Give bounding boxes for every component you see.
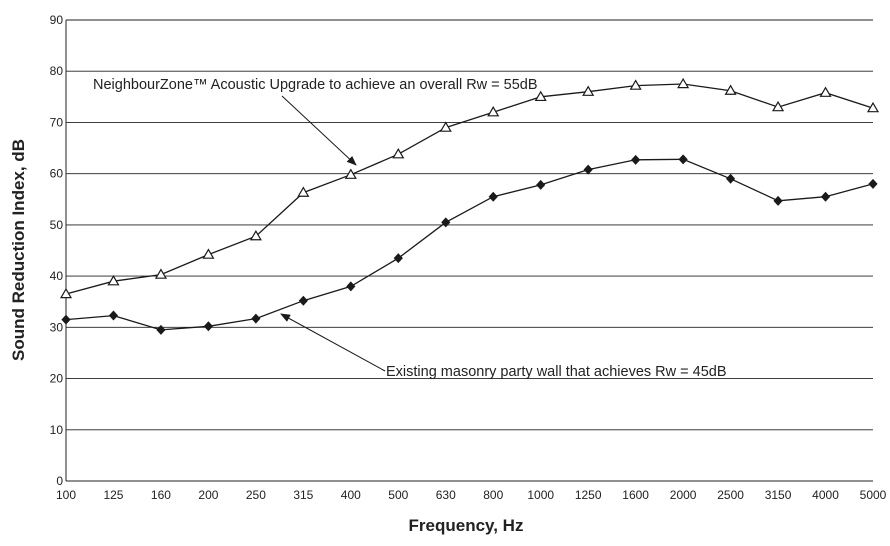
x-tick-label-1600: 1600 bbox=[622, 488, 649, 502]
x-tick-label-125: 125 bbox=[103, 488, 123, 502]
x-tick-label-160: 160 bbox=[151, 488, 171, 502]
point-diamond-160 bbox=[156, 324, 166, 335]
x-tick-label-400: 400 bbox=[341, 488, 361, 502]
point-triangle-1250 bbox=[582, 85, 595, 96]
annotation-existing-arrow bbox=[280, 313, 386, 372]
point-triangle-1000 bbox=[534, 90, 547, 102]
y-tick-label-50: 50 bbox=[50, 218, 64, 232]
x-tick-label-630: 630 bbox=[436, 488, 456, 502]
axis-layer: 0 10 20 30 40 50 60 70 80 90 100 125 160 200 250 315 400… bbox=[50, 13, 887, 502]
point-triangle-2500 bbox=[724, 84, 737, 95]
x-tick-label-4000: 4000 bbox=[812, 488, 839, 502]
x-tick-label-5000: 5000 bbox=[860, 488, 887, 502]
point-triangle-3150 bbox=[772, 100, 785, 112]
point-diamond-100 bbox=[61, 314, 71, 325]
annotation-layer: NeighbourZone™ Acoustic Upgrade to achie… bbox=[93, 77, 727, 380]
point-diamond-400 bbox=[346, 281, 356, 292]
point-triangle-4000 bbox=[819, 86, 832, 97]
point-triangle-2000 bbox=[677, 77, 690, 89]
annotation-existing-label: Existing masonry party wall that achieve… bbox=[386, 364, 727, 380]
x-tick-label-1250: 1250 bbox=[575, 488, 602, 502]
point-triangle-800 bbox=[487, 106, 500, 117]
point-diamond-4000 bbox=[820, 191, 831, 202]
point-diamond-125 bbox=[108, 310, 119, 321]
point-diamond-1000 bbox=[536, 179, 546, 190]
x-tick-label-250: 250 bbox=[246, 488, 266, 502]
point-diamond-315 bbox=[298, 295, 308, 306]
point-triangle-160 bbox=[154, 268, 167, 279]
point-diamond-5000 bbox=[868, 178, 878, 189]
point-triangle-200 bbox=[202, 248, 215, 259]
point-diamond-800 bbox=[488, 191, 498, 202]
point-triangle-125 bbox=[107, 275, 120, 286]
x-tick-label-3150: 3150 bbox=[765, 488, 792, 502]
point-triangle-500 bbox=[392, 148, 405, 159]
x-tick-label-1000: 1000 bbox=[527, 488, 554, 502]
point-triangle-250 bbox=[249, 229, 262, 241]
point-diamond-1250 bbox=[583, 164, 593, 175]
annotation-upgrade-label: NeighbourZone™ Acoustic Upgrade to achie… bbox=[93, 77, 538, 93]
series-1 bbox=[61, 154, 878, 335]
x-tick-label-2500: 2500 bbox=[717, 488, 744, 502]
point-triangle-630 bbox=[439, 121, 452, 132]
y-tick-label-40: 40 bbox=[50, 269, 64, 283]
series-layer bbox=[59, 77, 880, 335]
y-tick-label-10: 10 bbox=[50, 423, 64, 437]
x-tick-label-2000: 2000 bbox=[670, 488, 697, 502]
point-diamond-2500 bbox=[725, 173, 736, 184]
point-diamond-200 bbox=[203, 321, 214, 332]
x-tick-label-100: 100 bbox=[56, 488, 76, 502]
y-tick-label-80: 80 bbox=[50, 64, 64, 78]
point-diamond-250 bbox=[251, 313, 261, 324]
y-tick-label-20: 20 bbox=[50, 372, 64, 386]
point-triangle-315 bbox=[297, 186, 310, 197]
x-axis-title: Frequency, Hz bbox=[409, 516, 524, 535]
series-line-1 bbox=[65, 158, 874, 331]
x-tick-label-500: 500 bbox=[388, 488, 408, 502]
y-tick-label-0: 0 bbox=[56, 474, 63, 488]
y-tick-label-60: 60 bbox=[50, 167, 64, 181]
point-triangle-1600 bbox=[629, 79, 642, 90]
y-tick-label-30: 30 bbox=[50, 320, 64, 334]
y-tick-label-70: 70 bbox=[50, 115, 64, 129]
point-triangle-400 bbox=[344, 168, 357, 179]
point-diamond-3150 bbox=[773, 195, 783, 206]
point-diamond-630 bbox=[441, 217, 451, 228]
annotation-upgrade-arrow bbox=[281, 95, 357, 166]
point-triangle-5000 bbox=[866, 101, 880, 113]
x-tick-label-200: 200 bbox=[198, 488, 218, 502]
point-triangle-100 bbox=[59, 287, 73, 299]
x-tick-label-800: 800 bbox=[483, 488, 503, 502]
series-line-0 bbox=[65, 83, 874, 295]
x-tick-label-315: 315 bbox=[293, 488, 313, 502]
point-diamond-500 bbox=[393, 253, 403, 264]
series-0 bbox=[59, 77, 880, 299]
y-tick-label-90: 90 bbox=[50, 13, 64, 27]
point-diamond-2000 bbox=[678, 154, 688, 165]
y-axis-title: Sound Reduction Index, dB bbox=[9, 139, 28, 361]
point-diamond-1600 bbox=[631, 154, 641, 165]
